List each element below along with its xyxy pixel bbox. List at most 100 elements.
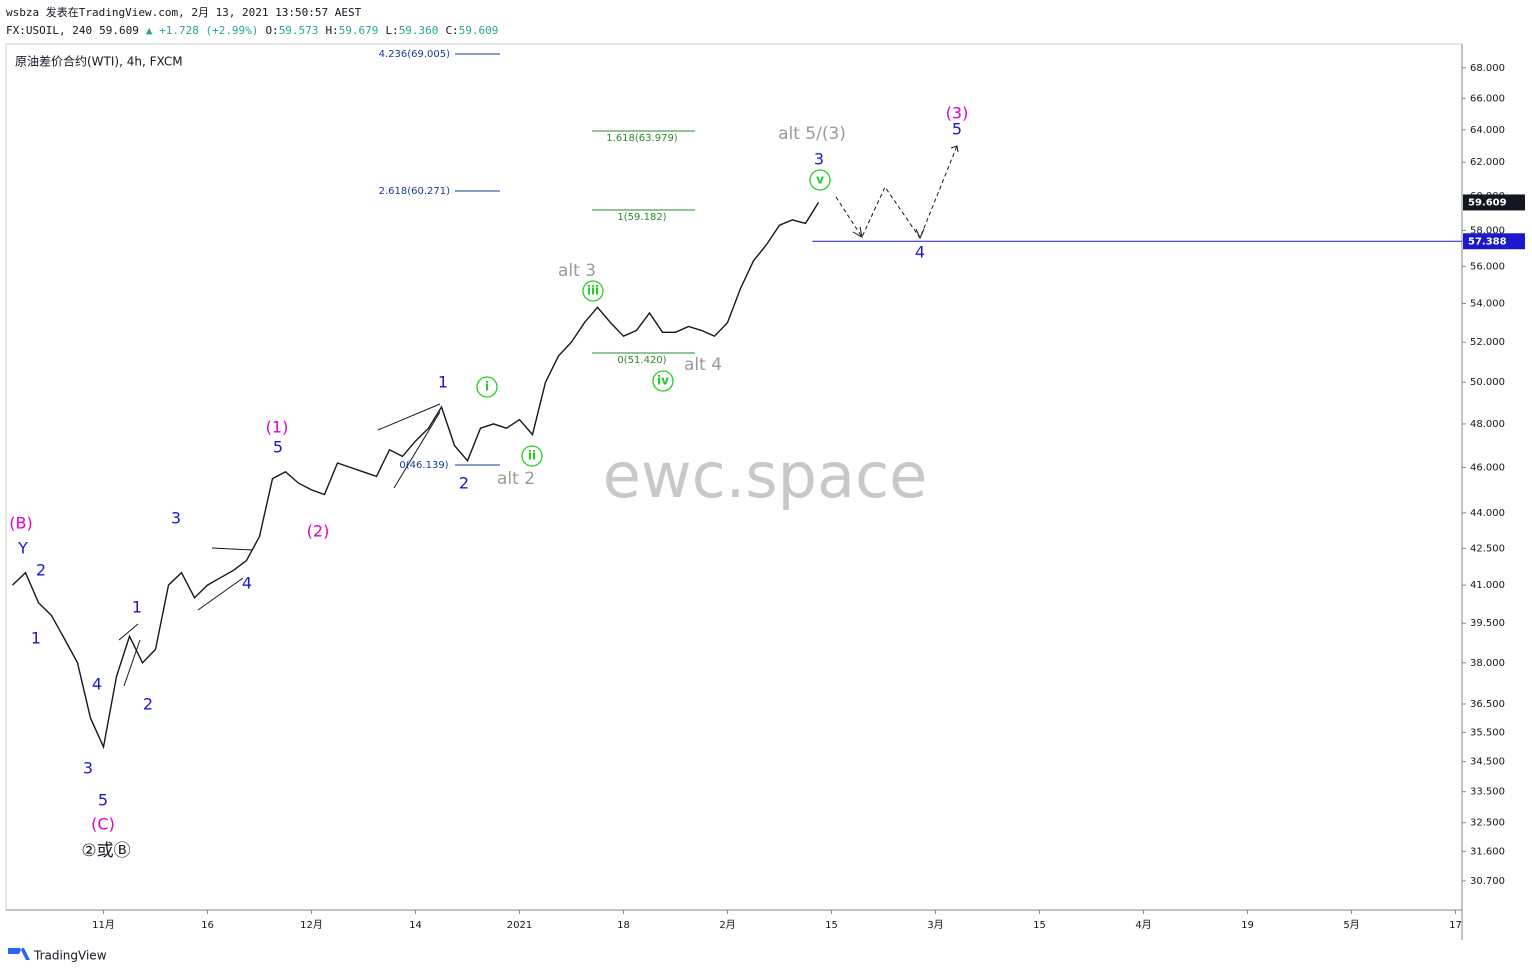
y-tick-label: 32.500 [1470,818,1505,829]
wave-label: alt 2 [497,469,535,489]
wave-label: 4 [242,574,252,593]
wave-label: 4 [915,243,925,262]
wave-label: 1 [31,629,41,648]
wave-circle [582,280,604,302]
y-tick-label: 42.500 [1470,543,1505,554]
wave-label: 3 [83,759,93,778]
fib-levels: 4.236(69.005) 2.618(60.271) 1.618(63.979… [379,49,695,471]
x-tick-label: 11月 [92,919,115,931]
last-price-tag [1463,194,1525,211]
fib-label: 1(59.182) [617,212,666,223]
wave-label: alt 5/(3) [778,124,846,144]
wave-label: v [816,173,824,187]
y-tick-label: 52.000 [1470,337,1505,348]
footer-brand: TradingView [33,949,107,963]
wave-label: 5 [952,120,962,139]
y-tick-label: 58.000 [1470,225,1505,236]
y-tick-label: 39.500 [1470,618,1505,629]
wave-label: 4 [92,675,102,694]
wave-label: (3) [946,104,969,123]
wave-label: (1) [266,418,289,437]
wave-label: Y [17,539,28,558]
symbol-line: FX:USOIL, 240 59.609 ▲ +1.728 (+2.99%) O: 59… [6,24,498,37]
fib-label: 1.618(63.979) [606,133,678,144]
wave-label: 5 [273,438,283,457]
ohlc-value: 59.573 [279,24,319,37]
y-tick-label: 68.000 [1470,63,1505,74]
wave-label: 1 [132,598,142,617]
ohlc-label: O: [265,24,278,37]
wave-label: 2 [36,561,46,580]
symbol: FX:USOIL, 240 [6,24,92,37]
y-tick-label: 30.700 [1470,876,1505,887]
wave-label: 1 [438,373,448,392]
price-line [12,202,820,750]
wave-label: 3 [171,509,181,528]
wave-label: iii [587,284,599,298]
projection-path [835,145,958,240]
legend: 原油差价合约(WTI), 4h, FXCM [15,54,183,69]
wave-label: ②或Ⓑ [81,841,130,861]
x-tick-label: 15 [825,920,838,931]
y-tick-label: 56.000 [1470,261,1505,272]
wave-label: 2 [459,474,469,493]
y-tick-label: 41.000 [1470,580,1505,591]
price: 59.609 [99,24,139,37]
y-tick-label: 38.000 [1470,658,1505,669]
y-tick-label: 64.000 [1470,125,1505,136]
y-tick-label: 62.000 [1470,157,1505,168]
wave-label: alt 3 [558,261,596,281]
x-tick-label: 14 [409,920,422,931]
author-line: wsbza 发表在TradingView.com, 2月 13, 2021 13… [6,5,362,19]
plot-frame [5,43,1463,911]
x-tick-label: 2021 [507,920,532,931]
change: ▲ +1.728 (+2.99%) [146,24,259,37]
wedge [377,403,441,489]
y-tick-label: 46.000 [1470,462,1505,473]
x-tick-label: 18 [617,920,630,931]
y-tick-label: 36.500 [1470,699,1505,710]
y-tick-label: 54.000 [1470,298,1505,309]
level-tag [1463,233,1525,250]
y-tick-label: 31.600 [1470,846,1505,857]
x-tick-label: 15 [1033,920,1046,931]
x-tick-label: 2月 [719,919,735,931]
footer-logo [8,948,30,960]
ohlc-value: 59.609 [459,24,499,37]
x-tick-label: 12月 [300,919,323,931]
level-label: 57.388 [1468,236,1507,247]
wave-label: alt 4 [684,355,722,375]
wedge [118,623,141,687]
wave-label: 3 [814,150,824,169]
wave-label: (C) [91,815,115,834]
wave-label: 2 [143,695,153,714]
x-tick-label: 3月 [927,919,943,931]
triangle [197,547,253,611]
last-price-label: 59.609 [1468,197,1507,208]
ohlc-value: 59.679 [339,24,379,37]
x-tick-label: 4月 [1135,919,1151,931]
x-tick-label: 16 [201,920,214,931]
y-tick-label: 66.000 [1470,93,1505,104]
x-tick-label: 5月 [1343,919,1359,931]
watermark: ewc.space [603,439,928,512]
fib-label: 4.236(69.005) [379,49,451,60]
x-tick-label: 19 [1241,920,1254,931]
drawings [118,145,959,687]
wave-label: (B) [9,514,32,533]
wave-circle [809,169,831,191]
y-tick-label: 34.500 [1470,757,1505,768]
wave-labels: (B) Y 2 1 4 3 5 (C) ②或Ⓑ 1 2 3 4 (1) 5 (2… [9,104,968,862]
wave-label: ii [528,449,536,463]
wave-circle [652,370,674,392]
y-tick-label: 50.000 [1470,377,1505,388]
ohlc-value: 59.360 [399,24,439,37]
x-tick-label: 17 [1449,920,1462,931]
wave-label: iv [657,374,669,388]
wave-label: i [485,380,489,394]
wave-label: (2) [307,522,330,541]
wave-label: 5 [98,791,108,810]
